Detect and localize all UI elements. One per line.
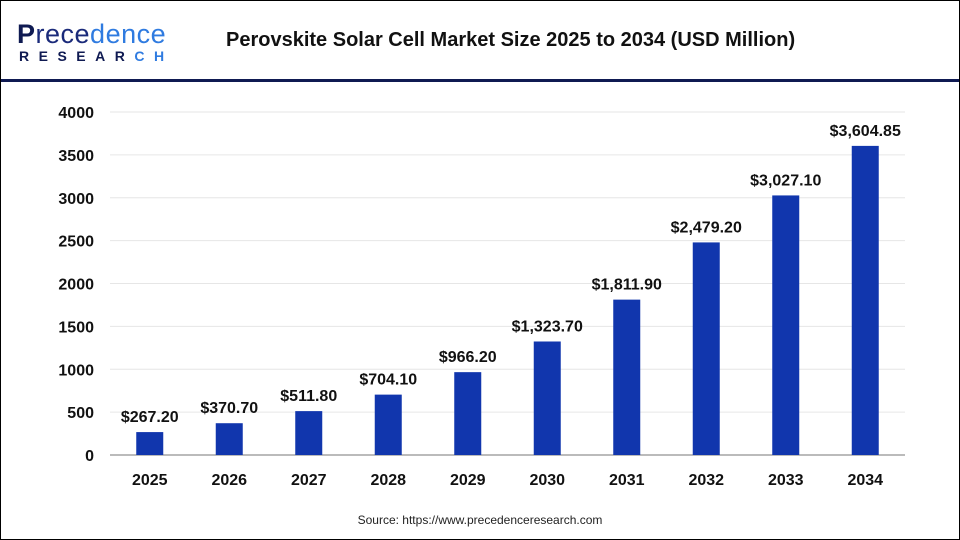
- header-divider: [1, 79, 959, 82]
- x-tick-label: 2027: [291, 472, 327, 489]
- x-tick-label: 2033: [768, 472, 804, 489]
- y-tick-label: 0: [85, 448, 94, 465]
- y-tick-label: 4000: [58, 105, 94, 122]
- y-tick-label: 2500: [58, 234, 94, 251]
- bar: [692, 242, 720, 455]
- y-tick-label: 3500: [58, 148, 94, 165]
- bar: [454, 372, 482, 455]
- x-tick-label: 2026: [211, 472, 247, 489]
- bar: [295, 411, 323, 455]
- data-label: $704.10: [359, 372, 417, 389]
- data-label: $511.80: [280, 388, 337, 405]
- bar: [533, 341, 561, 455]
- x-tick-label: 2030: [529, 472, 565, 489]
- bar: [136, 432, 164, 455]
- data-label: $370.70: [200, 400, 258, 417]
- y-tick-label: 1000: [58, 362, 94, 379]
- x-tick-label: 2034: [847, 472, 883, 489]
- data-label: $2,479.20: [671, 219, 742, 236]
- x-tick-label: 2032: [688, 472, 724, 489]
- bar: [215, 423, 243, 455]
- y-tick-label: 2000: [58, 277, 94, 294]
- y-tick-label: 1500: [58, 319, 94, 336]
- data-label: $3,027.10: [750, 172, 821, 189]
- data-label: $1,811.90: [592, 277, 662, 294]
- data-label: $3,604.85: [830, 123, 901, 140]
- x-tick-label: 2029: [450, 472, 486, 489]
- chart-title: Perovskite Solar Cell Market Size 2025 t…: [226, 29, 796, 51]
- y-tick-label: 500: [67, 405, 94, 422]
- y-tick-label: 3000: [58, 191, 94, 208]
- x-tick-label: 2028: [370, 472, 406, 489]
- bar: [772, 195, 800, 455]
- data-label: $1,323.70: [512, 318, 583, 335]
- source-note: Source: https://www.precedenceresearch.c…: [357, 513, 603, 527]
- data-label: $966.20: [439, 349, 497, 366]
- x-tick-label: 2025: [132, 472, 168, 489]
- logo: Precedence RESEARCH: [17, 19, 174, 64]
- bar: [374, 394, 402, 455]
- bar: [851, 145, 879, 456]
- bar: [613, 299, 641, 455]
- data-label: $267.20: [121, 409, 179, 426]
- x-tick-label: 2031: [609, 472, 645, 489]
